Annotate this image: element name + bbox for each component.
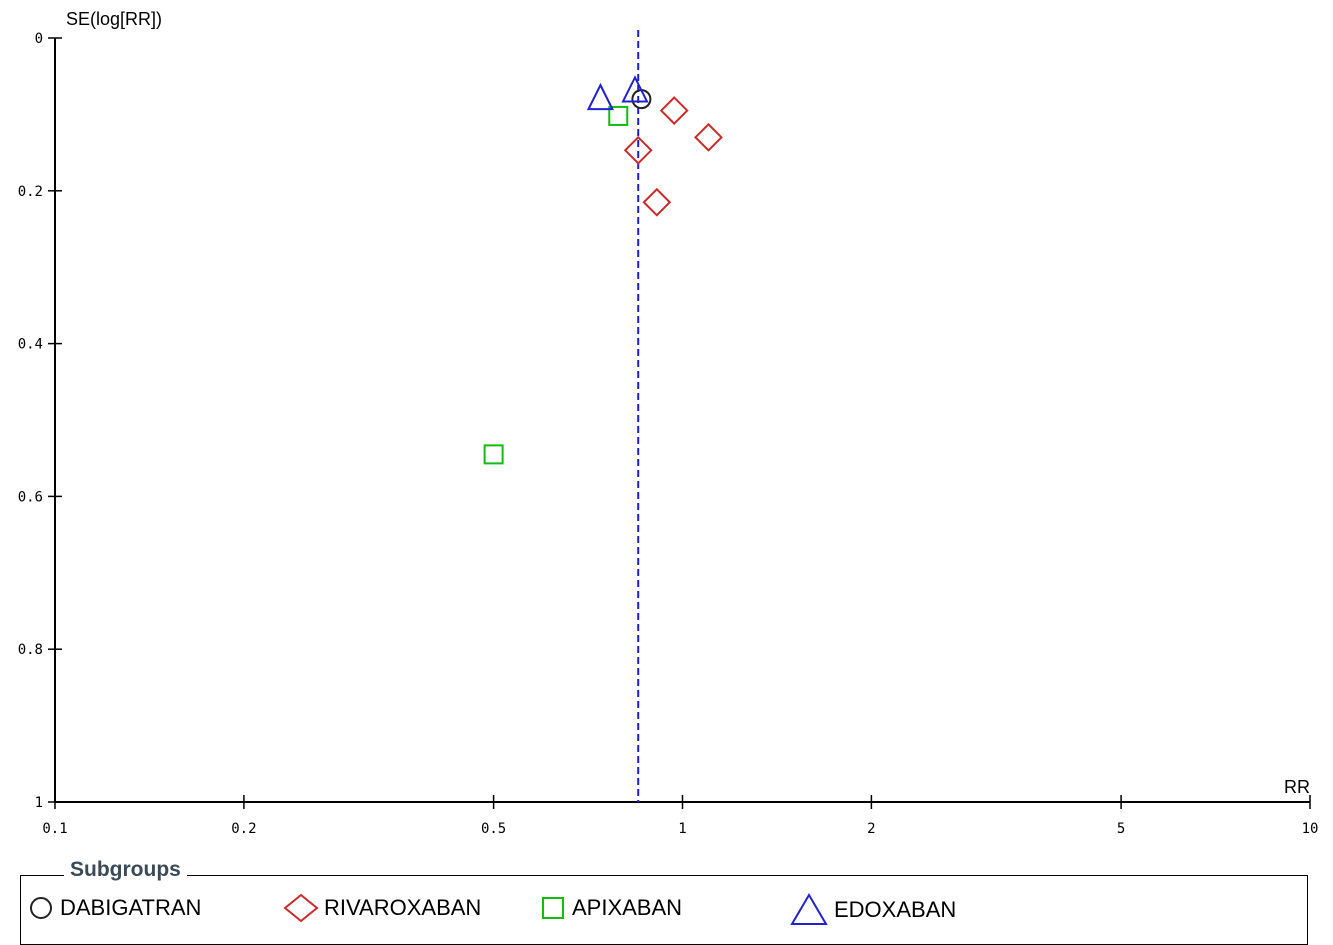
legend-item-edoxaban: EDOXABAN [788, 893, 956, 927]
apixaban-point [608, 105, 629, 126]
dabigatran-point [631, 89, 652, 110]
x-tick-label: 2 [867, 821, 875, 837]
funnel-plot: 0 0.2 0.4 0.6 0.8 1 0.1 0.2 0.5 1 2 5 10 SE(log[RR])… [18, 9, 1319, 837]
x-tick-label: 10 [1302, 821, 1319, 837]
data-points [483, 75, 723, 465]
edoxaban-point [621, 75, 649, 103]
legend-label-dabigatran: DABIGATRAN [60, 895, 202, 920]
diamond-icon [283, 893, 319, 923]
circle-icon [30, 897, 52, 919]
x-tick-label: 0.1 [42, 821, 67, 837]
legend-item-apixaban: APIXABAN [538, 893, 682, 923]
rivaroxaban-point [642, 187, 672, 217]
edoxaban-point [586, 82, 615, 111]
legend-item-rivaroxaban: RIVAROXABAN [282, 893, 481, 923]
rivaroxaban-point [623, 135, 653, 165]
y-tick-label: 0.8 [18, 642, 43, 658]
y-tick-label: 0.4 [18, 337, 43, 353]
apixaban-point [483, 444, 504, 465]
axes: 0 0.2 0.4 0.6 0.8 1 0.1 0.2 0.5 1 2 5 10 [18, 31, 1319, 837]
rivaroxaban-point [659, 96, 689, 125]
legend-item-dabigatran: DABIGATRAN [26, 893, 201, 923]
legend-label-apixaban: APIXABAN [572, 895, 683, 920]
x-tick-label: 0.5 [481, 821, 506, 837]
x-tick-label: 1 [678, 821, 686, 837]
legend-label-edoxaban: EDOXABAN [834, 897, 957, 922]
triangle-icon [790, 893, 828, 925]
y-tick-label: 0.6 [18, 489, 43, 505]
y-tick-label: 1 [35, 795, 43, 811]
rivaroxaban-point [694, 122, 723, 152]
x-tick-label: 5 [1117, 821, 1125, 837]
y-axis-title: SE(log[RR]) [66, 9, 162, 29]
x-axis-title: RR [1284, 777, 1310, 797]
legend-title: Subgroups [64, 858, 187, 882]
legend-label-rivaroxaban: RIVAROXABAN [324, 895, 482, 920]
x-tick-label: 0.2 [231, 821, 256, 837]
square-icon [542, 897, 564, 919]
y-tick-label: 0.2 [18, 184, 43, 200]
y-tick-label: 0 [35, 31, 43, 47]
